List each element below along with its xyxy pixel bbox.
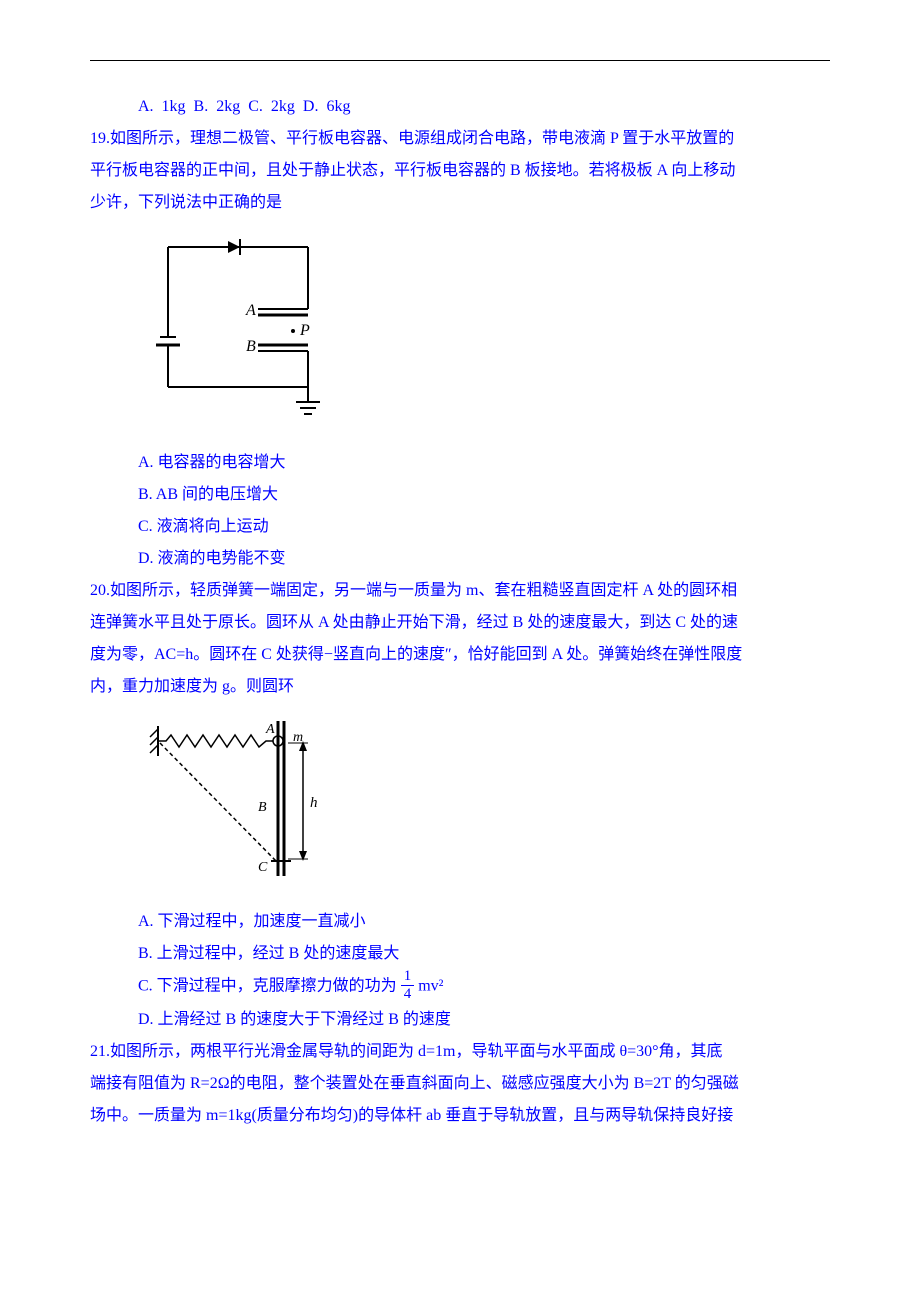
fraction-icon: 1 4 [401, 968, 415, 1002]
q20-stem-line4: 内，重力加速度为 g。则圆环 [90, 671, 830, 703]
q20-label-h: h [310, 795, 318, 811]
q19-circuit-svg: A P B [138, 227, 338, 427]
q20-stem-line2: 连弹簧水平且处于原长。圆环从 A 处由静止开始下滑，经过 B 处的速度最大，到达… [90, 607, 830, 639]
q19-opt-B: B. AB 间的电压增大 [90, 479, 830, 511]
q19-label-P: P [299, 322, 310, 339]
q20-stem-line3: 度为零，AC=h。圆环在 C 处获得−竖直向上的速度″，恰好能回到 A 处。弹簧… [90, 639, 830, 671]
q21-l1: 如图所示，两根平行光滑金属导轨的间距为 d=1m，导轨平面与水平面成 θ=30°… [110, 1043, 723, 1060]
q21-stem-line3: 场中。一质量为 m=1kg(质量分布均匀)的导体杆 ab 垂直于导轨放置，且与两… [90, 1100, 830, 1132]
frac-den: 4 [401, 986, 415, 1003]
q18-choices: A. 1kg B. 2kg C. 2kg D. 6kg [90, 91, 830, 123]
q19-l1: 如图所示，理想二极管、平行板电容器、电源组成闭合电路，带电液滴 P 置于水平放置… [110, 130, 734, 147]
q20-l1: 如图所示，轻质弹簧一端固定，另一端与一质量为 m、套在粗糙竖直固定杆 A 处的圆… [110, 582, 737, 599]
q20-opt-A: A. 下滑过程中，加速度一直减小 [90, 906, 830, 938]
q19-label-B: B [246, 338, 256, 355]
frac-num: 1 [401, 968, 415, 986]
q20-opt-C-post: mv² [418, 978, 443, 995]
q20-number: 20. [90, 582, 110, 599]
q21-stem-line2: 端接有阻值为 R=2Ω的电阻，整个装置处在垂直斜面向上、磁感应强度大小为 B=2… [90, 1068, 830, 1100]
q20-label-B: B [258, 800, 267, 815]
q20-opt-D: D. 上滑经过 B 的速度大于下滑经过 B 的速度 [90, 1004, 830, 1036]
q20-stem-line1: 20.如图所示，轻质弹簧一端固定，另一端与一质量为 m、套在粗糙竖直固定杆 A … [90, 575, 830, 607]
q20-label-C: C [258, 860, 268, 875]
exam-page: A. 1kg B. 2kg C. 2kg D. 6kg 19.如图所示，理想二极… [0, 0, 920, 1302]
q19-opt-C: C. 液滴将向上运动 [90, 511, 830, 543]
q20-figure: A m B C h [90, 711, 830, 898]
q20-spring-svg: A m B C h [138, 711, 358, 886]
q21-number: 21. [90, 1043, 110, 1060]
q19-stem-line3: 少许，下列说法中正确的是 [90, 187, 830, 219]
q19-number: 19. [90, 130, 110, 147]
q19-stem-line1: 19.如图所示，理想二极管、平行板电容器、电源组成闭合电路，带电液滴 P 置于水… [90, 123, 830, 155]
q20-opt-B: B. 上滑过程中，经过 B 处的速度最大 [90, 938, 830, 970]
q19-stem-line2: 平行板电容器的正中间，且处于静止状态，平行板电容器的 B 板接地。若将极板 A … [90, 155, 830, 187]
q20-label-A: A [265, 722, 275, 737]
q19-opt-A: A. 电容器的电容增大 [90, 447, 830, 479]
q20-opt-C-pre: C. 下滑过程中，克服摩擦力做的功为 [138, 978, 397, 995]
q19-figure: A P B [90, 227, 830, 439]
header-divider [90, 60, 830, 61]
q20-opt-C: C. 下滑过程中，克服摩擦力做的功为 1 4 mv² [90, 970, 830, 1004]
q19-opt-D: D. 液滴的电势能不变 [90, 543, 830, 575]
q21-stem-line1: 21.如图所示，两根平行光滑金属导轨的间距为 d=1m，导轨平面与水平面成 θ=… [90, 1036, 830, 1068]
q19-label-A: A [245, 302, 256, 319]
